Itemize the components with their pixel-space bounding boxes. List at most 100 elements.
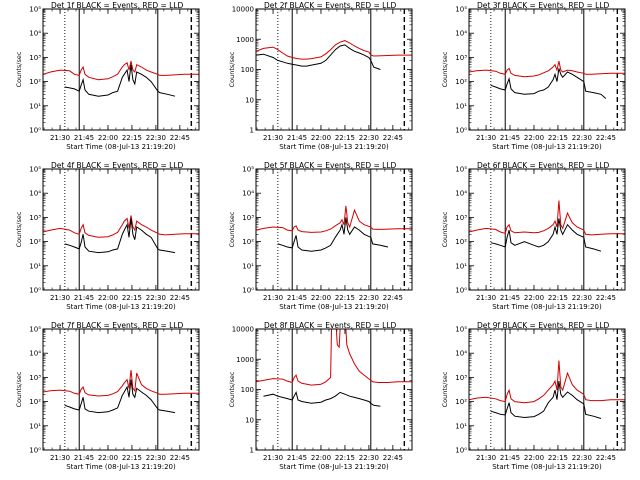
x-axis-label: Start Time (08-Jul-13 21:19:20)	[66, 463, 176, 471]
events-series-line	[277, 217, 389, 252]
plot-frame	[468, 8, 626, 131]
plot-frame	[255, 8, 413, 131]
y-tick-label: 100	[241, 66, 254, 74]
x-axis-label: Start Time (08-Jul-13 21:19:20)	[66, 303, 176, 311]
x-tick-label: 22:45	[596, 294, 616, 302]
y-tick-label: 10000	[232, 326, 254, 334]
x-tick-label: 21:30	[263, 294, 283, 302]
y-tick-label: 10²	[29, 238, 41, 246]
plot-frame	[468, 328, 626, 451]
x-tick-label: 21:45	[500, 134, 520, 142]
y-tick-label: 10³	[29, 54, 41, 62]
y-tick-label: 10¹	[29, 102, 41, 110]
detector-panel-4: Det 4f BLACK = Events, RED = LLD 10⁰ 10¹ 10…	[15, 161, 200, 311]
y-axis-label: Counts/sec	[15, 211, 23, 247]
x-tick-label: 22:30	[572, 454, 592, 462]
events-series-line	[64, 218, 176, 254]
detector-panel-7: Det 7f BLACK = Events, RED = LLD 10⁰ 10¹ 10…	[15, 321, 200, 471]
y-axis-label: Counts/sec	[15, 371, 23, 407]
x-tick-label: 22:00	[311, 294, 331, 302]
x-tick-label: 22:45	[383, 134, 403, 142]
y-tick-label: 10	[245, 416, 254, 424]
y-axis-label: Counts/sec	[228, 371, 236, 407]
y-tick-label: 1000	[236, 356, 254, 364]
y-tick-label: 10²	[455, 238, 467, 246]
plot-frame	[255, 168, 413, 291]
y-tick-label: 10³	[455, 54, 467, 62]
y-tick-label: 10¹	[455, 102, 467, 110]
y-tick-label: 10⁵	[455, 166, 467, 174]
detector-panel-6: Det 6f BLACK = Events, RED = LLD 10⁰ 10¹ 10…	[441, 161, 626, 311]
y-tick-label: 10¹	[242, 262, 254, 270]
x-tick-label: 22:00	[524, 294, 544, 302]
y-tick-label: 10²	[455, 78, 467, 86]
plot-frame	[42, 328, 200, 451]
detector-panel-8: Det 8f BLACK = Events, RED = LLD 1 10 100 10…	[228, 321, 413, 471]
y-axis-label: Counts/sec	[441, 371, 449, 407]
y-tick-label: 10³	[29, 374, 41, 382]
x-tick-label: 22:15	[122, 294, 142, 302]
x-tick-label: 22:45	[383, 294, 403, 302]
x-tick-label: 21:30	[476, 454, 496, 462]
x-tick-label: 22:15	[548, 134, 568, 142]
detector-panel-1: Det 1f BLACK = Events, RED = LLD 10⁰ 10¹ 10…	[15, 1, 200, 151]
x-axis-label: Start Time (08-Jul-13 21:19:20)	[279, 463, 389, 471]
x-tick-label: 21:30	[263, 454, 283, 462]
x-tick-label: 22:15	[548, 454, 568, 462]
lld-series-line	[42, 215, 199, 238]
panel-title: Det 8f BLACK = Events, RED = LLD	[264, 321, 397, 330]
x-tick-label: 22:15	[335, 134, 355, 142]
panel-title: Det 9f BLACK = Events, RED = LLD	[477, 321, 610, 330]
y-tick-label: 10⁴	[29, 30, 41, 38]
y-axis-label: Counts/sec	[441, 51, 449, 87]
x-tick-label: 22:15	[335, 454, 355, 462]
y-tick-label: 10⁵	[29, 6, 41, 14]
panel-title: Det 7f BLACK = Events, RED = LLD	[51, 321, 184, 330]
x-tick-label: 22:15	[122, 134, 142, 142]
lld-series-line	[255, 40, 412, 60]
x-tick-label: 22:00	[524, 454, 544, 462]
x-tick-label: 22:45	[596, 454, 616, 462]
x-axis-label: Start Time (08-Jul-13 21:19:20)	[279, 143, 389, 151]
panel-title: Det 6f BLACK = Events, RED = LLD	[477, 161, 610, 170]
plot-frame	[42, 168, 200, 291]
y-axis-label: Counts/sec	[15, 51, 23, 87]
y-tick-label: 10¹	[29, 422, 41, 430]
x-tick-label: 21:30	[50, 294, 70, 302]
y-tick-label: 10⁰	[29, 447, 41, 455]
x-tick-label: 21:45	[500, 454, 520, 462]
x-tick-label: 21:45	[287, 134, 307, 142]
x-tick-label: 22:00	[524, 134, 544, 142]
x-tick-label: 22:00	[311, 134, 331, 142]
x-tick-label: 22:15	[548, 294, 568, 302]
x-tick-label: 21:30	[476, 134, 496, 142]
x-tick-label: 21:45	[74, 454, 94, 462]
y-tick-label: 10⁵	[242, 166, 254, 174]
plot-frame	[468, 168, 626, 291]
y-tick-label: 10⁴	[242, 190, 254, 198]
panel-title: Det 5f BLACK = Events, RED = LLD	[264, 161, 397, 170]
y-axis-label: Counts/sec	[228, 51, 236, 87]
y-tick-label: 10⁰	[455, 287, 467, 295]
plot-frame	[42, 8, 200, 131]
y-tick-label: 10⁵	[29, 166, 41, 174]
x-tick-label: 21:45	[500, 294, 520, 302]
y-tick-label: 10³	[455, 214, 467, 222]
x-axis-label: Start Time (08-Jul-13 21:19:20)	[492, 463, 602, 471]
panel-title: Det 1f BLACK = Events, RED = LLD	[51, 1, 184, 10]
lld-series-line	[42, 370, 199, 397]
y-tick-label: 10⁴	[455, 190, 467, 198]
x-tick-label: 21:45	[74, 294, 94, 302]
events-series-line	[490, 218, 602, 252]
x-tick-label: 22:30	[572, 294, 592, 302]
x-tick-label: 22:00	[98, 134, 118, 142]
y-tick-label: 10⁴	[455, 350, 467, 358]
y-tick-label: 10¹	[455, 422, 467, 430]
detector-panel-5: Det 5f BLACK = Events, RED = LLD 10⁰ 10¹ 10…	[228, 161, 413, 311]
y-tick-label: 10²	[29, 398, 41, 406]
y-tick-label: 10⁰	[29, 127, 41, 135]
y-tick-label: 10²	[242, 238, 254, 246]
detector-panel-2: Det 2f BLACK = Events, RED = LLD 1 10 100 10…	[228, 1, 413, 151]
y-tick-label: 10000	[232, 6, 254, 14]
y-tick-label: 10¹	[29, 262, 41, 270]
